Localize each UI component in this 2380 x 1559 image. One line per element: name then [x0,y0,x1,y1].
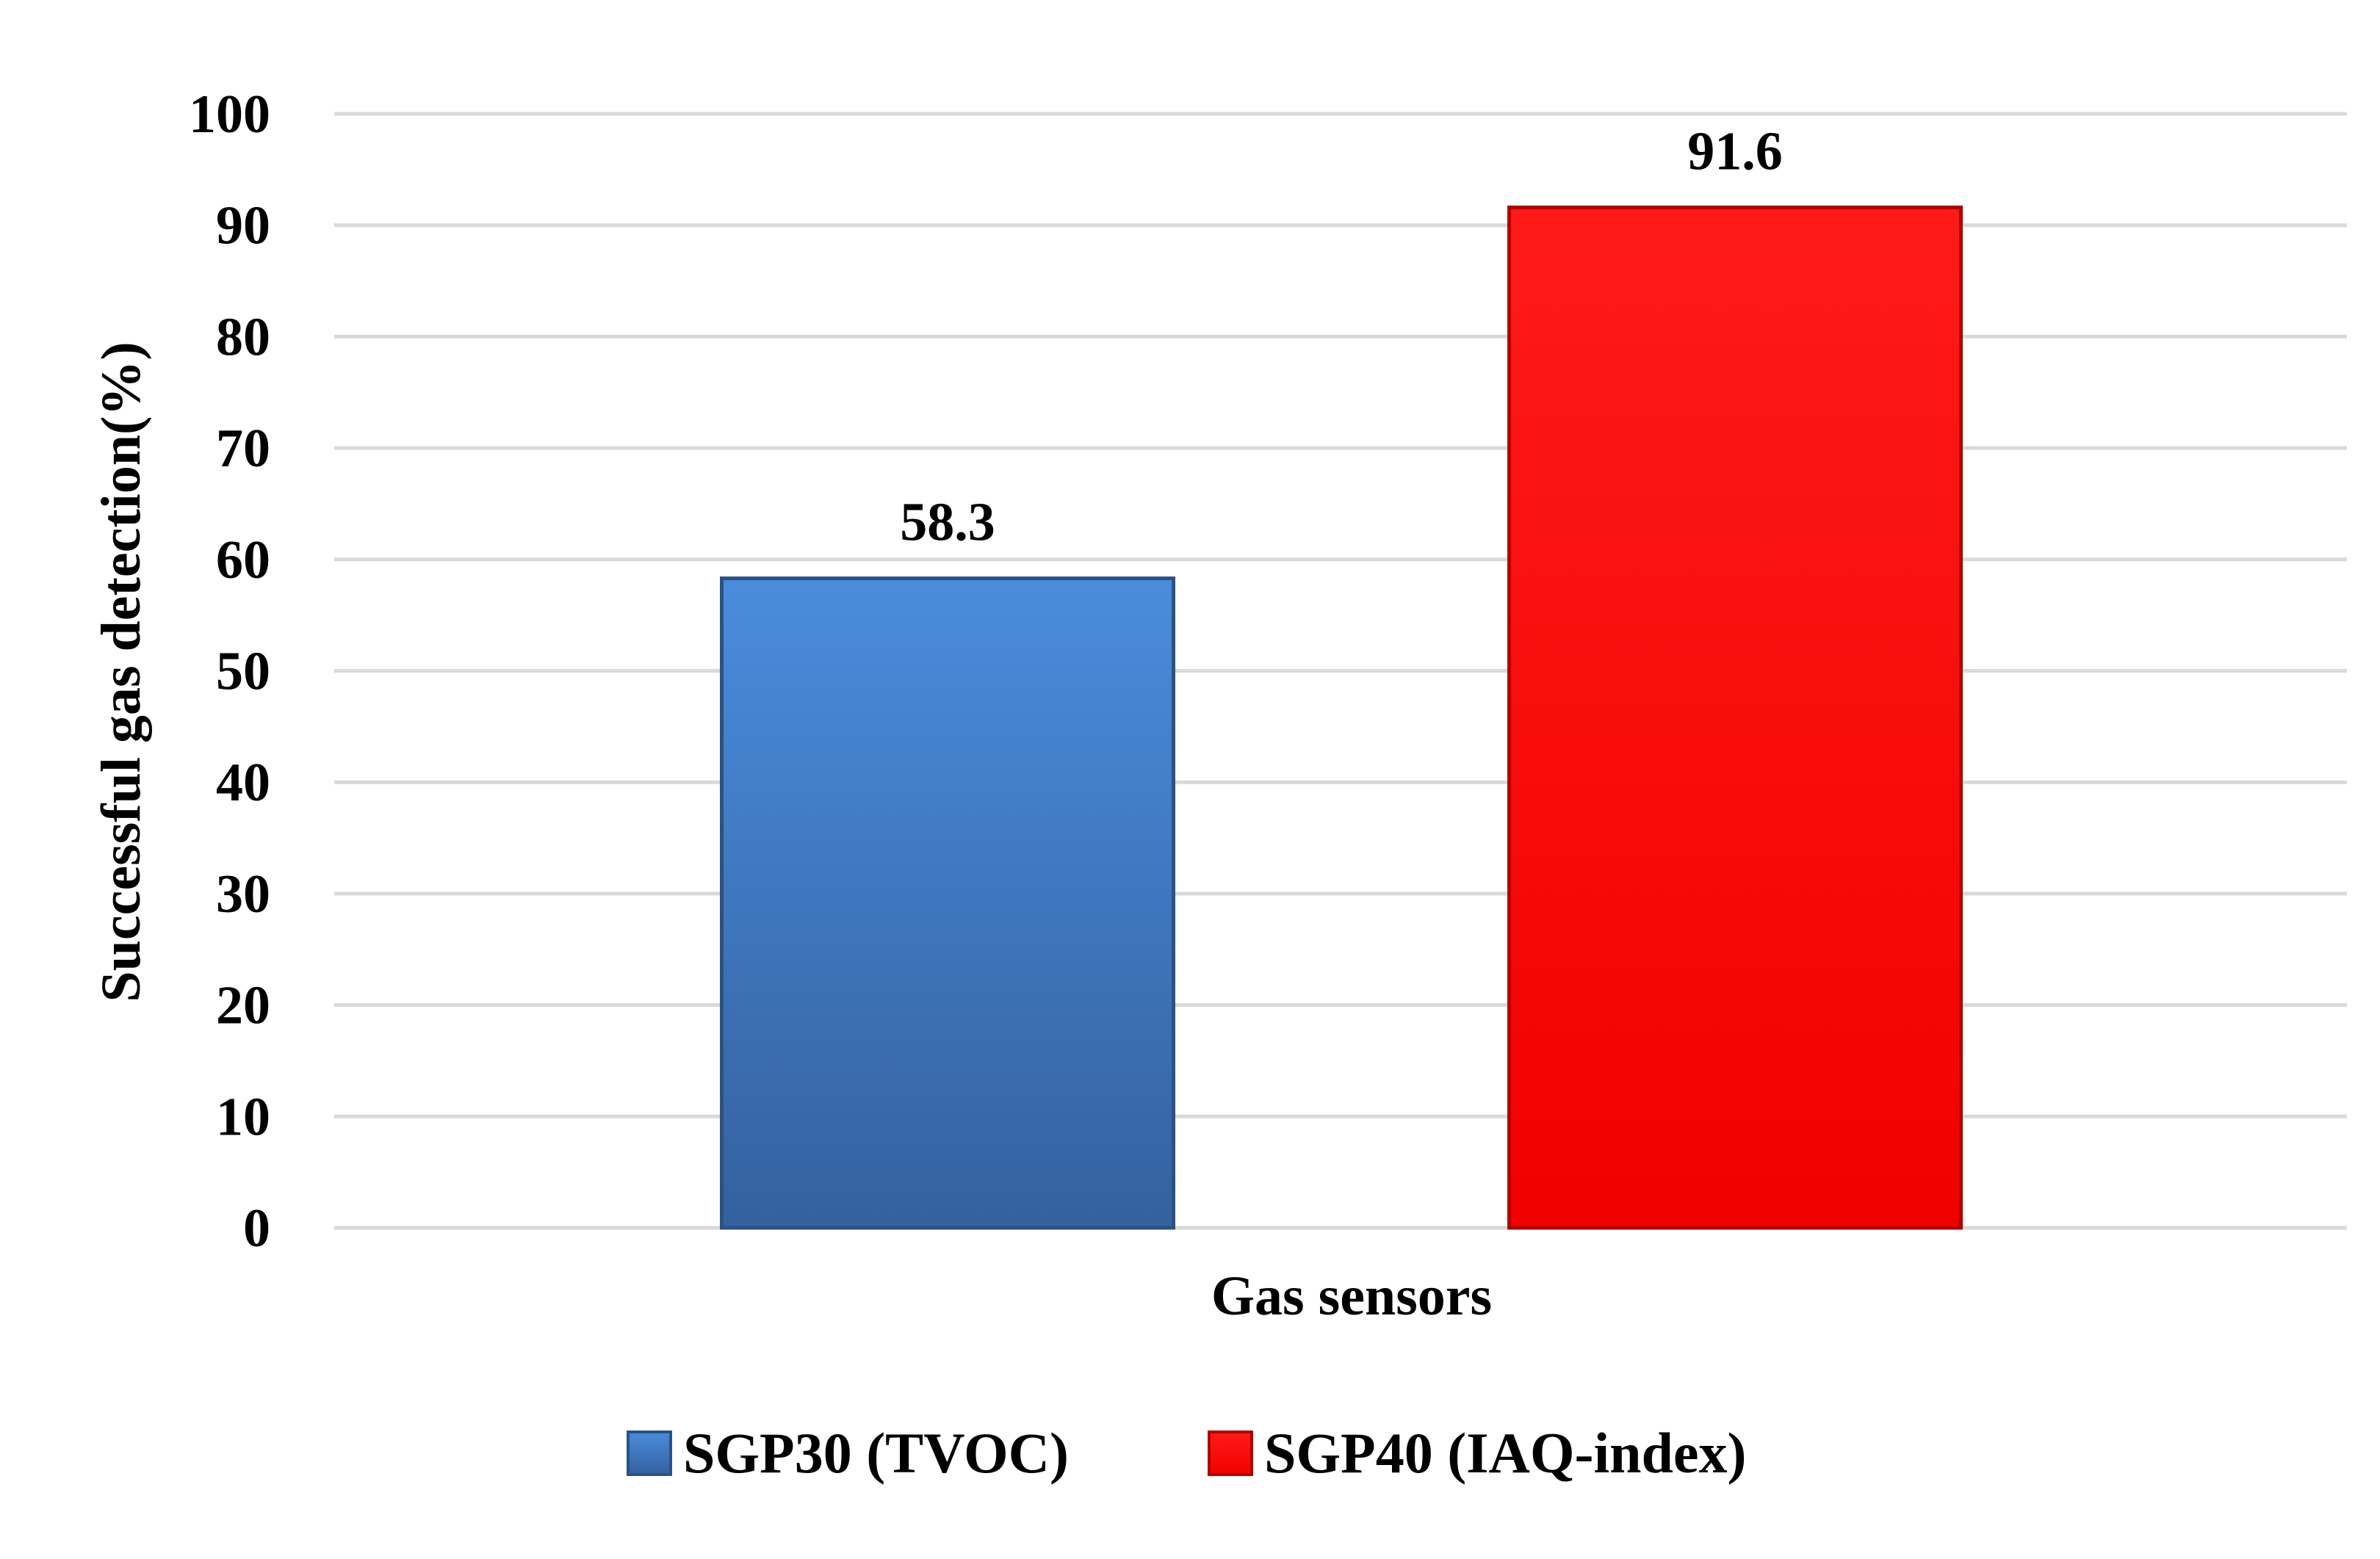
y-tick-label: 30 [216,864,270,925]
y-tick-label: 60 [216,530,270,590]
bars [720,205,1963,1230]
data-labels: 58.3 91.6 [900,121,1783,552]
y-tick-label: 100 [189,84,270,145]
y-tick-label: 20 [216,976,270,1036]
y-tick-label: 90 [216,196,270,256]
y-tick-label: 50 [216,642,270,702]
legend-label-sgp40: SGP40 (IAQ-index) [1264,1421,1747,1485]
legend-label-sgp30: SGP30 (TVOC) [683,1421,1069,1485]
x-axis-label: Gas sensors [1211,1265,1492,1327]
legend-swatch-sgp40 [1208,1430,1253,1476]
bar-sgp40 [1507,205,1963,1230]
y-tick-label: 80 [216,307,270,367]
bar-sgp30 [720,576,1175,1230]
legend: SGP30 (TVOC) SGP40 (IAQ-index) [627,1421,1747,1485]
y-axis-ticks: 0 10 20 30 40 50 60 70 80 90 100 [189,84,270,1259]
y-tick-label: 40 [216,753,270,813]
legend-item-sgp30: SGP30 (TVOC) [627,1421,1069,1485]
y-axis-label: Successful gas detection(%) [90,341,152,1002]
y-tick-label: 70 [216,419,270,479]
legend-item-sgp40: SGP40 (IAQ-index) [1208,1421,1747,1485]
y-tick-label: 0 [243,1198,270,1259]
data-label-sgp40: 91.6 [1687,121,1783,181]
gridlines [334,112,2347,1230]
data-label-sgp30: 58.3 [900,493,995,553]
y-tick-label: 10 [216,1087,270,1147]
legend-swatch-sgp30 [627,1430,672,1476]
